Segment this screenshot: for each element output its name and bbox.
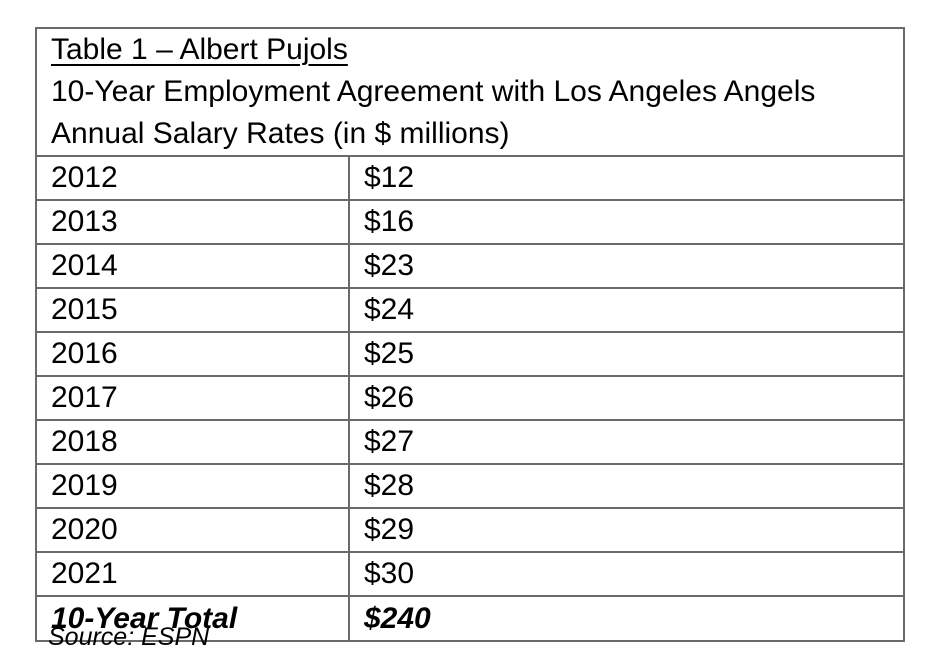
salary-cell: $12 [347,155,906,201]
table-row: 2013 $16 [35,199,906,245]
year-cell: 2020 [35,507,350,553]
table-row: 2014 $23 [35,243,906,289]
year-cell: 2017 [35,375,350,421]
table-title: Table 1 – Albert Pujols [51,33,348,66]
salary-cell: $16 [347,199,906,245]
source-note: Source: ESPN [48,623,210,651]
table-row: 2017 $26 [35,375,906,421]
table-row: 2021 $30 [35,551,906,597]
year-cell: 2012 [35,155,350,201]
table-row: 2016 $25 [35,331,906,377]
total-row: 10-Year Total $240 [35,595,906,642]
table-row: 2015 $24 [35,287,906,333]
table-row: 2012 $12 [35,155,906,201]
salary-cell: $25 [347,331,906,377]
year-cell: 2016 [35,331,350,377]
table-row: 2019 $28 [35,463,906,509]
total-value-cell: $240 [347,595,906,642]
table-subtitle-rates: Annual Salary Rates (in $ millions) [51,117,510,150]
year-cell: 2013 [35,199,350,245]
salary-cell: $30 [347,551,906,597]
year-cell: 2018 [35,419,350,465]
salary-cell: $28 [347,463,906,509]
salary-cell: $29 [347,507,906,553]
table-row: 2018 $27 [35,419,906,465]
salary-cell: $23 [347,243,906,289]
total-label-cell: 10-Year Total [35,595,350,642]
salary-cell: $24 [347,287,906,333]
table-header-cell: Table 1 – Albert Pujols 10-Year Employme… [34,27,906,157]
year-cell: 2021 [35,551,350,597]
salary-cell: $27 [347,419,906,465]
year-cell: 2015 [35,287,350,333]
table-row: 2020 $29 [35,507,906,553]
salary-table: Table 1 – Albert Pujols 10-Year Employme… [34,27,906,642]
salary-cell: $26 [347,375,906,421]
year-cell: 2019 [35,463,350,509]
table-header-row: Table 1 – Albert Pujols 10-Year Employme… [34,27,906,157]
year-cell: 2014 [35,243,350,289]
table-subtitle-agreement: 10-Year Employment Agreement with Los An… [51,75,816,108]
